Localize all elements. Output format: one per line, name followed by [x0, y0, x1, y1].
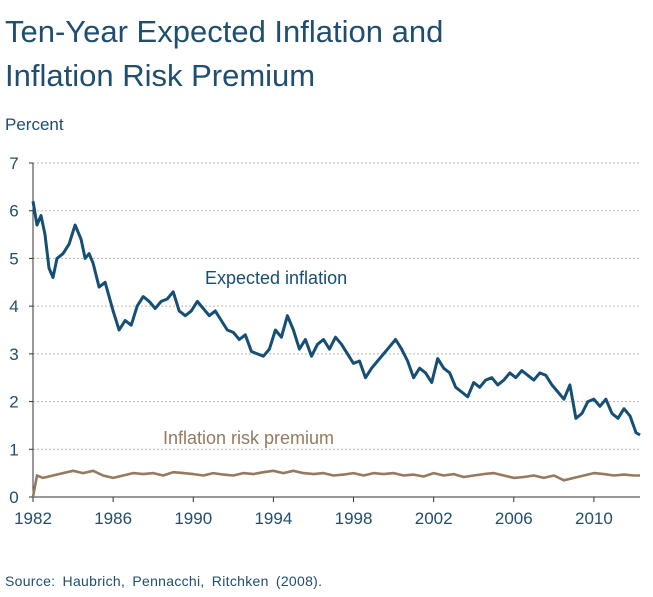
y-tick-label-2: 2 — [9, 393, 18, 412]
x-tick-label-1998: 1998 — [335, 509, 373, 528]
chart-title: Ten-Year Expected Inflation and Inflatio… — [5, 10, 645, 98]
source-note: Source: Haubrich, Pennacchi, Ritchken (2… — [5, 573, 323, 589]
expected-inflation-label: Expected inflation — [205, 268, 347, 288]
y-tick-label-5: 5 — [9, 249, 18, 268]
series-lines — [31, 200, 641, 498]
x-tick-labels: 1982 1986 1990 1994 1998 2002 2006 2010 — [14, 509, 613, 528]
y-axis-unit-label: Percent — [5, 115, 64, 134]
inflation-risk-premium-line — [31, 469, 640, 498]
inflation-risk-premium-label: Inflation risk premium — [163, 428, 334, 448]
x-tick-label-1982: 1982 — [14, 509, 52, 528]
gridlines — [33, 162, 640, 450]
x-tick-label-2006: 2006 — [495, 509, 533, 528]
x-tick-label-1990: 1990 — [174, 509, 212, 528]
chart-title-line-1: Ten-Year Expected Inflation and — [5, 14, 444, 49]
y-tick-label-1: 1 — [9, 440, 18, 459]
y-tick-label-0: 0 — [9, 488, 18, 507]
x-tick-label-2010: 2010 — [575, 509, 613, 528]
y-tick-label-7: 7 — [9, 154, 18, 173]
y-tick-labels: 0 1 2 3 4 5 6 7 — [9, 154, 18, 507]
y-tick-label-4: 4 — [9, 297, 18, 316]
y-tick-label-6: 6 — [9, 202, 18, 221]
y-tick-label-3: 3 — [9, 345, 18, 364]
x-tick-label-1994: 1994 — [254, 509, 292, 528]
x-tick-label-2002: 2002 — [415, 509, 453, 528]
x-tick-label-1986: 1986 — [94, 509, 132, 528]
expected-inflation-line — [31, 200, 641, 437]
chart-title-line-2: Inflation Risk Premium — [5, 58, 316, 93]
axes — [29, 162, 640, 502]
series-labels: Expected inflation Inflation risk premium — [163, 268, 347, 448]
